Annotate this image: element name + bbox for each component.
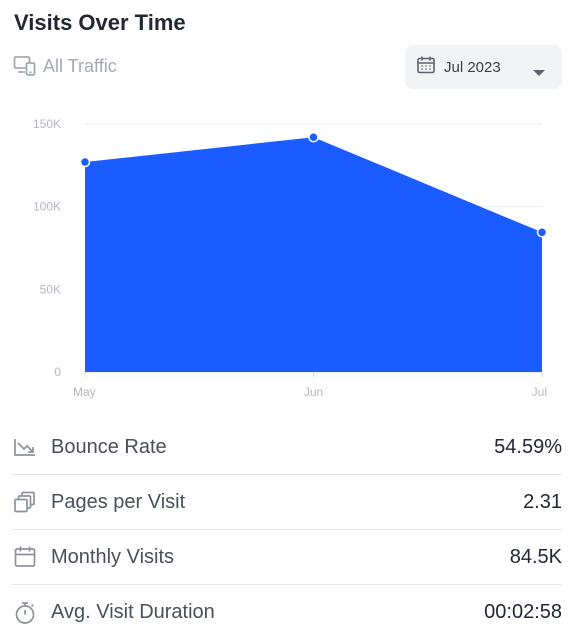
y-tick-label: 50K [40, 282, 61, 296]
metric-value: 00:02:58 [484, 601, 562, 623]
chevron-down-icon [532, 64, 546, 82]
metric-label: Pages per Visit [51, 490, 186, 513]
area-series [85, 137, 542, 372]
metric-row: Bounce Rate 54.59% [12, 420, 562, 475]
y-tick-label: 0 [54, 365, 61, 379]
metric-row: Avg. Visit Duration 00:02:58 [12, 585, 562, 629]
device-filter[interactable]: All Traffic [13, 55, 117, 77]
metric-value: 54.59% [494, 435, 562, 458]
y-tick-label: 150K [33, 117, 61, 131]
metrics-list: Bounce Rate 54.59% Pages per Visit 2.31 … [12, 420, 562, 629]
calendar-icon [416, 55, 436, 80]
visits-area-chart: 0 50K 100K 150K May Jun Jul [33, 117, 548, 399]
date-selector[interactable]: Jul 2023 [405, 45, 562, 89]
pages-icon [12, 489, 38, 515]
metric-label: Bounce Rate [51, 435, 167, 458]
devices-icon [13, 55, 37, 77]
y-tick-label: 100K [33, 200, 61, 214]
bounce-rate-icon [12, 434, 38, 460]
data-point[interactable] [79, 156, 91, 168]
metric-row: Pages per Visit 2.31 [12, 475, 562, 530]
stopwatch-icon [12, 600, 38, 626]
x-tick-label: May [73, 385, 96, 399]
date-selector-value: Jul 2023 [444, 58, 501, 76]
widget-title: Visits Over Time [14, 10, 186, 35]
data-point[interactable] [536, 227, 548, 238]
calendar-icon [12, 544, 38, 570]
device-filter-label: All Traffic [43, 55, 117, 76]
metric-row: Monthly Visits 84.5K [12, 530, 562, 585]
x-tick-label: Jul [532, 385, 547, 399]
metric-value: 84.5K [509, 545, 562, 568]
x-tick-label: Jun [304, 385, 323, 399]
data-point[interactable] [308, 131, 319, 143]
metric-label: Avg. Visit Duration [51, 601, 215, 623]
metric-value: 2.31 [523, 490, 562, 513]
metric-label: Monthly Visits [51, 545, 175, 568]
